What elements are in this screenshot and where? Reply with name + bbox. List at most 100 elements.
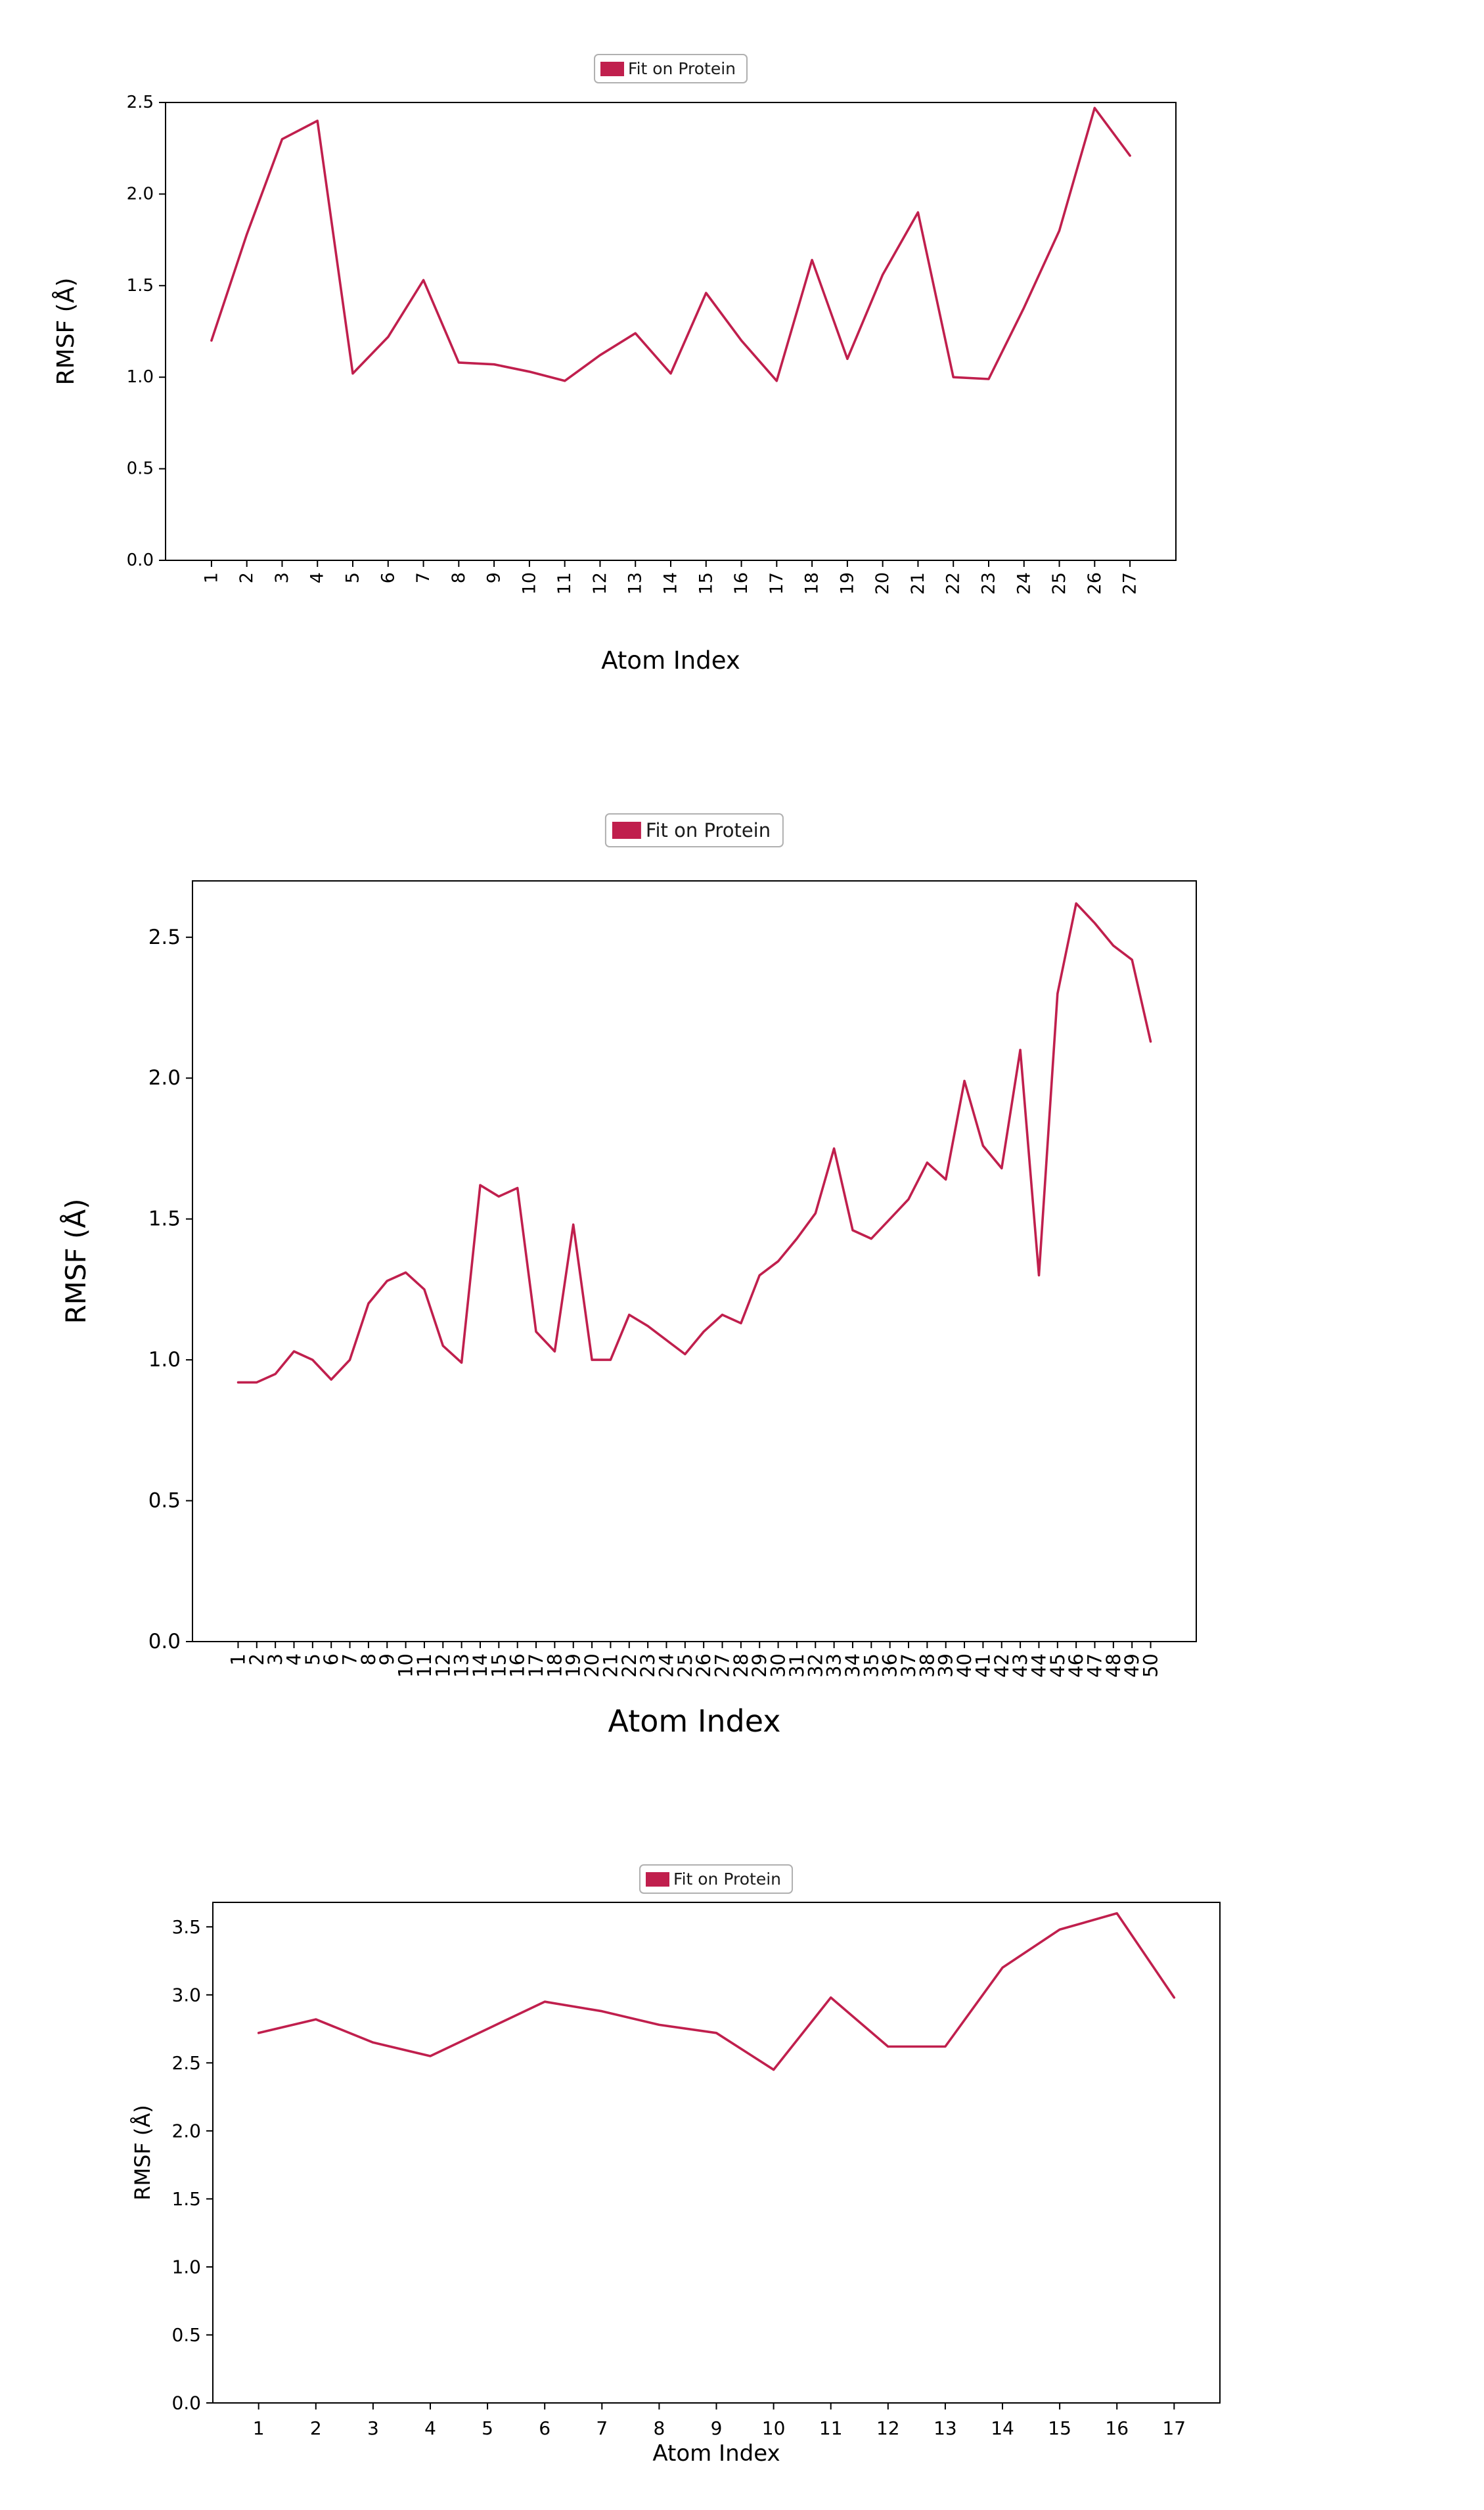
- svg-text:3.0: 3.0: [171, 1984, 201, 2006]
- svg-text:4: 4: [307, 572, 328, 583]
- legend-color-swatch: [600, 61, 625, 76]
- svg-text:0.0: 0.0: [148, 1630, 181, 1653]
- svg-text:4: 4: [424, 2417, 436, 2439]
- svg-text:33: 33: [823, 1653, 845, 1678]
- rmsf-line-chart-2: 0.00.51.01.52.02.51234567891011121314151…: [59, 880, 1197, 1739]
- svg-text:9: 9: [376, 1653, 398, 1665]
- legend-label: Fit on Protein: [645, 819, 771, 841]
- svg-text:1.5: 1.5: [171, 2188, 201, 2210]
- svg-text:2: 2: [236, 572, 257, 583]
- svg-text:15: 15: [1048, 2417, 1071, 2439]
- svg-text:0.0: 0.0: [127, 550, 154, 570]
- svg-text:9: 9: [711, 2417, 723, 2439]
- svg-text:14: 14: [661, 572, 681, 594]
- legend-label: Fit on Protein: [673, 1870, 781, 1889]
- svg-text:22: 22: [943, 572, 964, 594]
- svg-text:7: 7: [339, 1653, 361, 1665]
- svg-text:26: 26: [692, 1653, 715, 1678]
- svg-text:12: 12: [590, 572, 610, 594]
- svg-text:0.5: 0.5: [171, 2324, 201, 2346]
- svg-text:50: 50: [1140, 1653, 1162, 1678]
- svg-text:7: 7: [596, 2417, 608, 2439]
- svg-text:25: 25: [674, 1653, 696, 1678]
- svg-text:15: 15: [487, 1653, 510, 1678]
- svg-text:1.0: 1.0: [127, 367, 154, 387]
- svg-text:27: 27: [711, 1653, 734, 1678]
- svg-text:19: 19: [562, 1653, 585, 1678]
- svg-text:17: 17: [1162, 2417, 1186, 2439]
- svg-text:32: 32: [804, 1653, 826, 1678]
- svg-text:24: 24: [655, 1653, 677, 1678]
- svg-text:Atom Index: Atom Index: [652, 2440, 780, 2467]
- svg-text:31: 31: [786, 1653, 808, 1678]
- svg-text:39: 39: [935, 1653, 957, 1678]
- svg-text:29: 29: [748, 1653, 771, 1678]
- svg-text:42: 42: [991, 1653, 1013, 1678]
- svg-text:37: 37: [897, 1653, 920, 1678]
- svg-text:22: 22: [618, 1653, 641, 1678]
- svg-text:24: 24: [1014, 572, 1034, 594]
- svg-text:0.0: 0.0: [171, 2392, 201, 2414]
- svg-text:2: 2: [246, 1653, 268, 1665]
- svg-text:27: 27: [1120, 572, 1140, 594]
- svg-text:21: 21: [599, 1653, 621, 1678]
- svg-text:14: 14: [469, 1653, 491, 1678]
- svg-text:1.0: 1.0: [148, 1348, 181, 1372]
- svg-text:25: 25: [1049, 572, 1069, 594]
- svg-text:9: 9: [484, 572, 505, 583]
- legend-chart-1: Fit on Protein: [594, 54, 748, 83]
- svg-text:46: 46: [1065, 1653, 1087, 1678]
- svg-text:28: 28: [730, 1653, 752, 1678]
- svg-text:21: 21: [908, 572, 928, 594]
- svg-text:10: 10: [395, 1653, 417, 1678]
- svg-text:11: 11: [819, 2417, 843, 2439]
- svg-text:17: 17: [525, 1653, 547, 1678]
- svg-text:RMSF (Å): RMSF (Å): [130, 2105, 155, 2201]
- svg-text:13: 13: [451, 1653, 473, 1678]
- svg-text:11: 11: [413, 1653, 436, 1678]
- svg-text:45: 45: [1046, 1653, 1069, 1678]
- svg-text:2.5: 2.5: [127, 93, 154, 112]
- legend-color-swatch: [612, 822, 641, 839]
- svg-text:16: 16: [1105, 2417, 1129, 2439]
- svg-text:0.5: 0.5: [148, 1489, 181, 1513]
- svg-text:0.5: 0.5: [127, 459, 154, 479]
- svg-text:43: 43: [1009, 1653, 1031, 1678]
- svg-text:RMSF (Å): RMSF (Å): [59, 1198, 92, 1324]
- svg-text:2.0: 2.0: [148, 1066, 181, 1090]
- svg-text:13: 13: [625, 572, 646, 594]
- svg-text:40: 40: [953, 1653, 976, 1678]
- svg-text:16: 16: [731, 572, 752, 594]
- svg-text:38: 38: [916, 1653, 938, 1678]
- svg-text:16: 16: [506, 1653, 529, 1678]
- svg-text:17: 17: [767, 572, 787, 594]
- svg-text:30: 30: [767, 1653, 790, 1678]
- svg-text:13: 13: [933, 2417, 957, 2439]
- svg-text:6: 6: [320, 1653, 342, 1665]
- svg-text:3: 3: [272, 572, 292, 583]
- svg-text:20: 20: [581, 1653, 603, 1678]
- legend-chart-2: Fit on Protein: [604, 813, 784, 847]
- svg-text:19: 19: [837, 572, 857, 594]
- svg-text:5: 5: [343, 572, 363, 583]
- svg-text:47: 47: [1083, 1653, 1106, 1678]
- svg-text:23: 23: [978, 572, 999, 594]
- svg-text:35: 35: [860, 1653, 882, 1678]
- svg-text:23: 23: [637, 1653, 659, 1678]
- svg-text:36: 36: [879, 1653, 901, 1678]
- legend-chart-3: Fit on Protein: [639, 1864, 793, 1894]
- svg-text:18: 18: [802, 572, 822, 594]
- svg-text:1.5: 1.5: [148, 1207, 181, 1231]
- svg-text:5: 5: [482, 2417, 493, 2439]
- svg-text:5: 5: [302, 1653, 324, 1665]
- rmsf-line-chart-3: 0.00.51.01.52.02.53.03.51 2 3 4 5 6 7 8 9 10 11 12 1…: [130, 1902, 1221, 2467]
- svg-text:Atom Index: Atom Index: [601, 646, 740, 675]
- legend-color-swatch: [646, 1871, 670, 1887]
- svg-text:2.0: 2.0: [127, 184, 154, 204]
- svg-text:3.5: 3.5: [171, 1916, 201, 1938]
- svg-text:12: 12: [432, 1653, 454, 1678]
- svg-text:8: 8: [357, 1653, 380, 1665]
- svg-text:2.5: 2.5: [148, 926, 181, 949]
- svg-text:1.5: 1.5: [127, 276, 154, 296]
